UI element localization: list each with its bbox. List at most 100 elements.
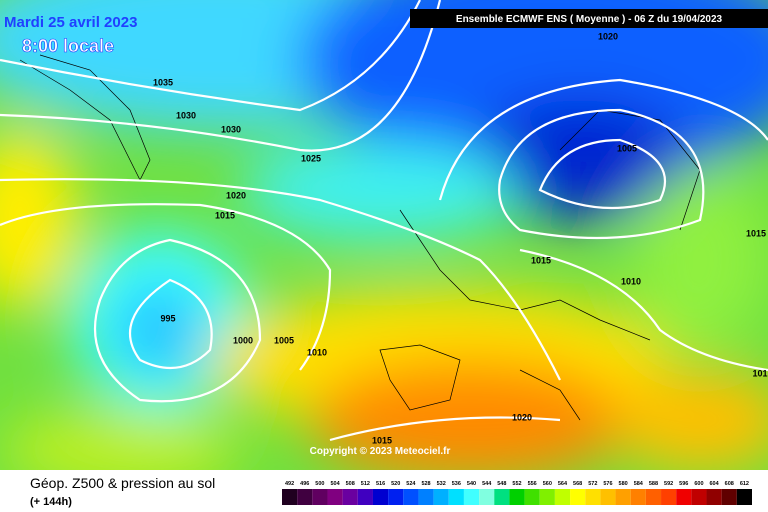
scale-swatch [463, 489, 480, 505]
scale-swatch [433, 489, 449, 505]
scale-swatch [357, 489, 373, 505]
scale-label: 532 [437, 481, 446, 487]
scale-label: 608 [725, 481, 734, 487]
scale-label: 524 [406, 481, 416, 487]
scale-label: 588 [649, 481, 658, 487]
scale-swatch [403, 489, 419, 505]
scale-swatch [327, 489, 343, 505]
scale-swatch [570, 489, 586, 505]
isobar-label: 1005 [617, 143, 637, 153]
isobar [0, 0, 421, 112]
scale-label: 568 [573, 481, 582, 487]
scale-swatch [615, 489, 631, 505]
scale-swatch [691, 489, 707, 505]
scale-swatch [297, 489, 313, 505]
time-label: 8:00 locale [22, 36, 114, 56]
scale-swatch [676, 489, 692, 505]
isobar-label: 1030 [221, 124, 241, 134]
scale-swatch [706, 489, 722, 505]
isobar-label: 1015 [746, 228, 766, 238]
scale-label: 560 [543, 481, 552, 487]
scale-swatch [524, 489, 540, 505]
isobar [93, 238, 262, 403]
scale-label: 520 [391, 481, 400, 487]
color-scale: 492 496 500 504 508 512 516 520 524 528 532 536 540 5… [282, 481, 752, 505]
scale-label: 508 [346, 481, 355, 487]
scale-label: 580 [619, 481, 628, 487]
scale-label: 548 [497, 481, 506, 487]
scale-label: 564 [558, 481, 568, 487]
scale-label: 592 [664, 481, 673, 487]
isobar-label: 1020 [598, 31, 618, 41]
scale-swatch [282, 489, 298, 505]
isobar-label: 1010 [621, 276, 641, 286]
isobar-label: 1015 [531, 255, 551, 265]
isobar [438, 78, 768, 201]
scale-swatch [600, 489, 616, 505]
isobar-label: 1000 [233, 335, 253, 345]
scale-label: 584 [634, 481, 644, 487]
scale-swatch [448, 489, 464, 505]
scale-label: 516 [376, 481, 385, 487]
scale-label: 572 [588, 481, 597, 487]
scale-label: 596 [679, 481, 688, 487]
copyright: Copyright © 2023 Meteociel.fr [310, 446, 451, 457]
scale-swatch [721, 489, 737, 505]
isobar-label: 1015 [372, 435, 392, 445]
model-label: Ensemble ECMWF ENS ( Moyenne ) - 06 Z du… [456, 14, 723, 25]
scale-swatch [494, 489, 510, 505]
scale-swatch [388, 489, 404, 505]
scale-label: 540 [467, 481, 476, 487]
scale-label: 500 [315, 481, 324, 487]
isobar-label: 1025 [301, 153, 321, 163]
isobar-label: 1010 [307, 347, 327, 357]
scale-label: 556 [528, 481, 537, 487]
scale-swatch [342, 489, 358, 505]
isobar-label: 1015 [215, 210, 235, 220]
isobar [538, 138, 666, 210]
date-label: Mardi 25 avril 2023 [4, 14, 137, 31]
footer-subtitle: (+ 144h) [30, 496, 72, 508]
isobar [329, 416, 561, 442]
isobar-label: 1005 [274, 335, 294, 345]
scale-label: 612 [740, 481, 749, 487]
scale-swatch [479, 489, 495, 505]
height-field: 1035 1030 1030 1025 1020 1015 995 1000 1… [0, 0, 768, 470]
isobar-label: 995 [160, 313, 175, 323]
isobar [0, 203, 332, 371]
scale-label: 512 [361, 481, 370, 487]
scale-swatch [661, 489, 677, 505]
isobar-label: 1020 [512, 412, 532, 422]
scale-swatch [418, 489, 434, 505]
model-banner [410, 9, 768, 28]
scale-swatch [645, 489, 662, 505]
isobar-label: 1030 [176, 110, 196, 120]
scale-label: 544 [482, 481, 492, 487]
isobar-label: 101 [752, 368, 767, 378]
isobar-label: 1020 [226, 190, 246, 200]
scale-swatch [736, 489, 752, 505]
scale-label: 496 [300, 481, 309, 487]
scale-label: 492 [285, 481, 294, 487]
isobar [498, 108, 705, 240]
scale-label: 504 [330, 481, 340, 487]
scale-swatch [312, 489, 328, 505]
footer-title: Géop. Z500 & pression au sol [30, 475, 215, 491]
isobar [0, 178, 561, 381]
scale-swatch [509, 489, 525, 505]
scale-swatch [554, 489, 571, 505]
isobar [128, 278, 213, 370]
scale-label: 600 [694, 481, 703, 487]
scale-label: 576 [603, 481, 612, 487]
scale-label: 536 [452, 481, 461, 487]
coastline [19, 54, 701, 421]
scale-label: 528 [421, 481, 430, 487]
scale-label: 552 [512, 481, 521, 487]
isobar [0, 0, 442, 152]
scale-label: 604 [710, 481, 720, 487]
scale-swatch [372, 489, 389, 505]
isobar-label: 1035 [153, 77, 173, 87]
scale-swatch [630, 489, 646, 505]
scale-swatch [585, 489, 601, 505]
